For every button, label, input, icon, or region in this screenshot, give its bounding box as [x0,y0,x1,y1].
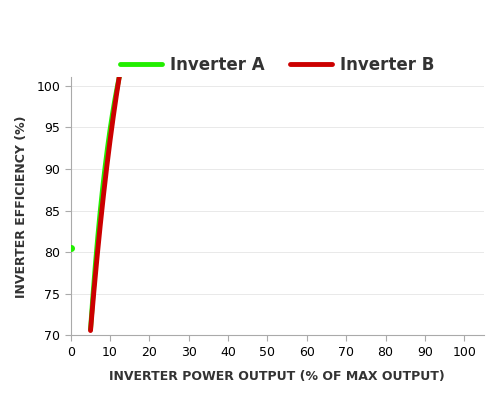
Inverter A [407,4,413,8]
Inverter A [430,14,436,19]
Inverter A [87,327,93,332]
Line: Inverter A: Inverter A [90,0,476,330]
Legend: Inverter A, Inverter B: Inverter A, Inverter B [114,50,441,81]
Inverter A [473,37,479,42]
Inverter A [401,1,407,6]
Line: Inverter B: Inverter B [90,0,476,331]
Inverter B [87,328,93,333]
Inverter A [469,35,475,39]
Y-axis label: INVERTER EFFICIENCY (%): INVERTER EFFICIENCY (%) [15,115,28,298]
X-axis label: INVERTER POWER OUTPUT (% OF MAX OUTPUT): INVERTER POWER OUTPUT (% OF MAX OUTPUT) [109,370,445,383]
